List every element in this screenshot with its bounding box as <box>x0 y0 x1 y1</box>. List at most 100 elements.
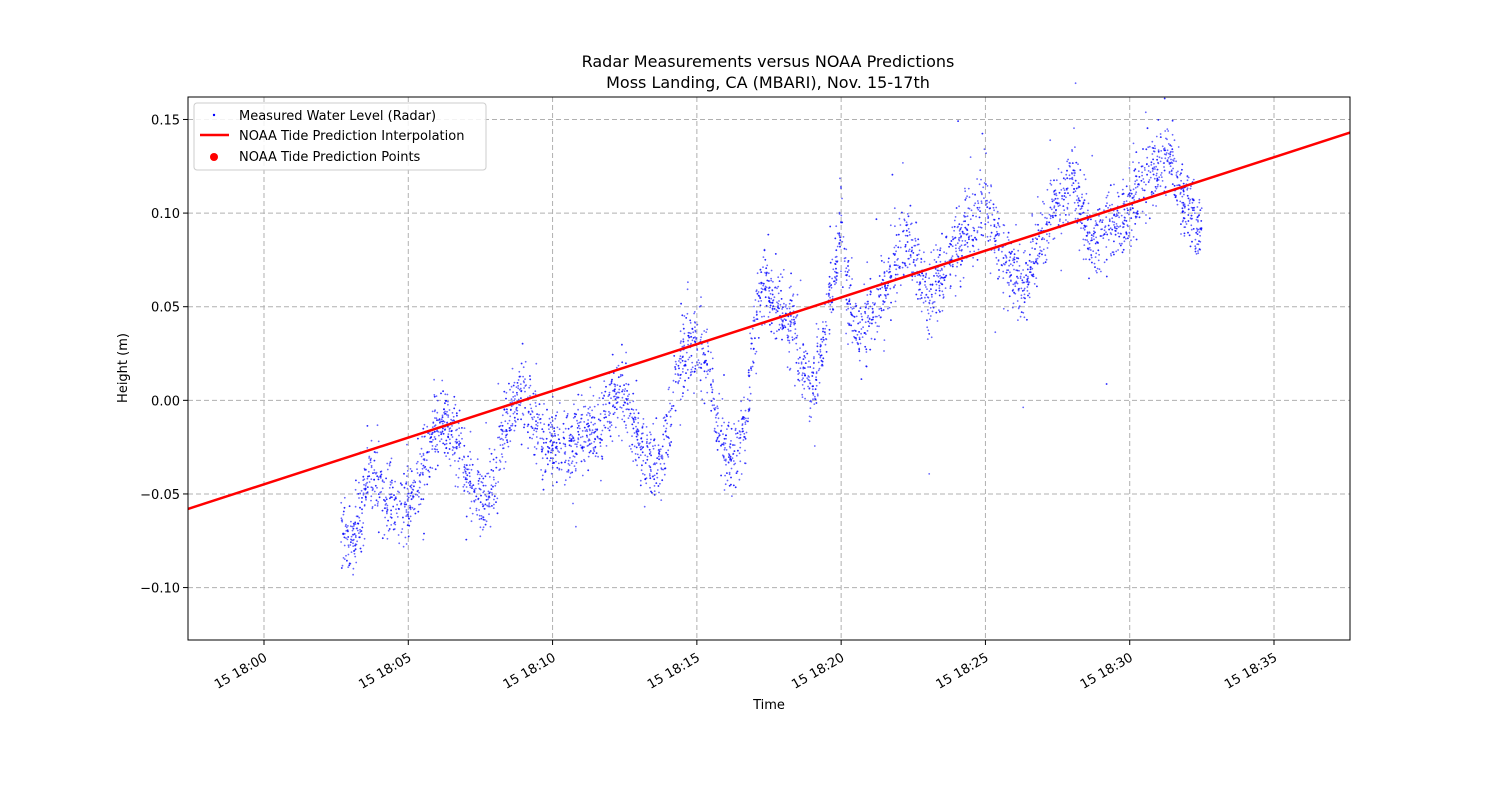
measured-point <box>887 294 889 296</box>
measured-point <box>485 475 487 477</box>
measured-point <box>646 441 648 443</box>
measured-point <box>797 294 799 296</box>
measured-point <box>536 413 538 415</box>
measured-point <box>736 471 738 473</box>
measured-point <box>570 445 572 447</box>
measured-point <box>675 361 677 363</box>
measured-point <box>1129 207 1131 209</box>
measured-point <box>1030 268 1032 270</box>
measured-point <box>637 454 639 456</box>
measured-point <box>1003 225 1005 227</box>
measured-point <box>582 430 584 432</box>
measured-point <box>682 368 684 370</box>
measured-point <box>1017 319 1019 321</box>
measured-point <box>1157 162 1159 164</box>
measured-point <box>556 411 558 413</box>
measured-point <box>965 216 967 218</box>
measured-point <box>1131 229 1133 231</box>
measured-point <box>1095 237 1097 239</box>
measured-point <box>439 431 441 433</box>
measured-point <box>664 420 666 422</box>
measured-point <box>1192 207 1194 209</box>
measured-point <box>387 538 389 540</box>
measured-point <box>936 275 938 277</box>
measured-point <box>1093 235 1095 237</box>
measured-point <box>1110 184 1112 186</box>
measured-point <box>958 240 960 242</box>
measured-point <box>696 361 698 363</box>
measured-point <box>790 322 792 324</box>
measured-point <box>1155 205 1157 207</box>
measured-point <box>1024 288 1026 290</box>
measured-point <box>484 494 486 496</box>
measured-point <box>535 402 537 404</box>
measured-point <box>661 479 663 481</box>
measured-point <box>1156 136 1158 138</box>
measured-point <box>743 418 745 420</box>
measured-point <box>656 457 658 459</box>
measured-point <box>631 435 633 437</box>
measured-point <box>887 308 889 310</box>
measured-point <box>816 385 818 387</box>
measured-point <box>998 224 1000 226</box>
measured-point <box>770 305 772 307</box>
measured-point <box>432 445 434 447</box>
measured-point <box>913 245 915 247</box>
measured-point <box>804 357 806 359</box>
measured-point <box>408 493 410 495</box>
measured-point <box>485 485 487 487</box>
measured-point <box>1193 179 1195 181</box>
measured-point <box>1119 225 1121 227</box>
measured-point <box>916 281 918 283</box>
measured-point <box>607 428 609 430</box>
measured-point <box>600 434 602 436</box>
measured-point <box>850 284 852 286</box>
measured-point <box>979 183 981 185</box>
measured-point <box>1050 217 1052 219</box>
measured-point <box>441 438 443 440</box>
measured-point <box>1145 111 1147 113</box>
measured-point <box>698 367 700 369</box>
measured-point <box>373 479 375 481</box>
measured-point <box>954 220 956 222</box>
measured-point <box>869 306 871 308</box>
measured-point <box>1009 271 1011 273</box>
measured-point <box>618 365 620 367</box>
measured-point <box>733 485 735 487</box>
measured-point <box>489 448 491 450</box>
measured-point <box>615 427 617 429</box>
measured-point <box>551 416 553 418</box>
measured-point <box>772 300 774 302</box>
measured-point <box>462 472 464 474</box>
measured-point <box>447 436 449 438</box>
measured-point <box>1114 230 1116 232</box>
measured-point <box>758 291 760 293</box>
measured-point <box>787 335 789 337</box>
measured-point <box>972 239 974 241</box>
measured-point <box>1139 176 1141 178</box>
measured-point <box>1154 145 1156 147</box>
measured-point <box>1199 248 1201 250</box>
measured-point <box>406 444 408 446</box>
measured-point <box>603 425 605 427</box>
measured-point <box>622 375 624 377</box>
measured-point <box>571 440 573 442</box>
measured-point <box>409 507 411 509</box>
measured-point <box>377 503 379 505</box>
measured-point <box>857 343 859 345</box>
measured-point <box>440 393 442 395</box>
measured-point <box>563 423 565 425</box>
measured-point <box>517 419 519 421</box>
measured-point <box>524 424 526 426</box>
measured-point <box>777 310 779 312</box>
measured-point <box>696 337 698 339</box>
measured-point <box>512 368 514 370</box>
measured-point <box>1069 166 1071 168</box>
measured-point <box>561 469 563 471</box>
measured-point <box>449 409 451 411</box>
measured-point <box>741 473 743 475</box>
measured-point <box>1027 286 1029 288</box>
measured-point <box>501 422 503 424</box>
measured-point <box>1020 273 1022 275</box>
measured-point <box>612 405 614 407</box>
